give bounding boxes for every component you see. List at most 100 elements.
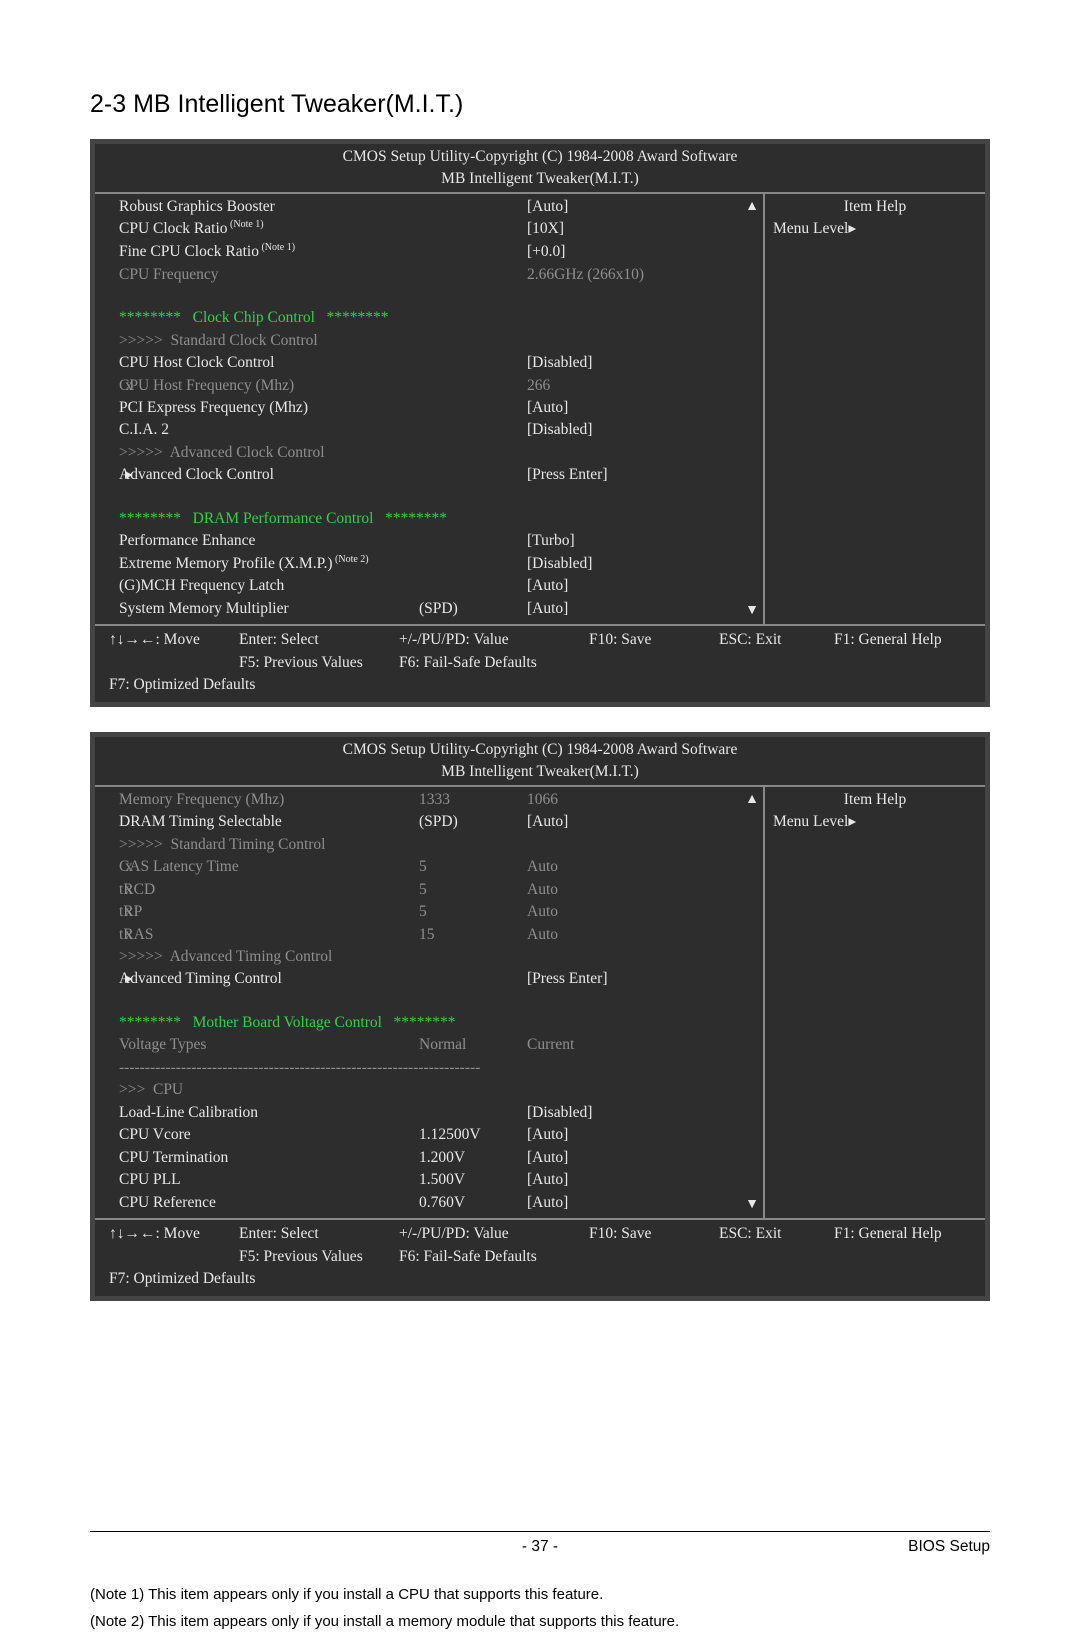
key-esc: ESC: Exit: [719, 629, 834, 651]
setting-label: Robust Graphics Booster: [119, 196, 419, 218]
setting-value: [Disabled]: [527, 419, 657, 441]
footnotes: (Note 1) This item appears only if you i…: [90, 1581, 990, 1635]
setting-value: Auto: [527, 901, 657, 923]
key-enter: Enter: Select: [239, 629, 399, 651]
setting-value-col2: 1333: [419, 789, 527, 811]
menu-level: Menu Level▸: [773, 218, 977, 240]
setting-label: DRAM Timing Selectable: [119, 811, 419, 833]
key-f1: F1: General Help: [834, 1223, 942, 1245]
setting-value-col2: 0.760V: [419, 1192, 527, 1214]
bios-footer: ↑↓→←: Move Enter: Select +/-/PU/PD: Valu…: [95, 626, 985, 701]
setting-value-col2: 5: [419, 901, 527, 923]
setting-label: CAS Latency Time: [119, 856, 419, 878]
bios-setting-row: Robust Graphics Booster [Auto]: [119, 196, 755, 218]
setting-value-col2: [419, 196, 527, 218]
setting-label: ******** DRAM Performance Control ******…: [119, 508, 419, 530]
key-f5: F5: Previous Values: [239, 652, 399, 674]
setting-label: CPU Termination: [119, 1147, 419, 1169]
setting-value: [Disabled]: [527, 553, 657, 576]
bios-help-panel: Item Help Menu Level▸: [765, 194, 985, 624]
setting-value: [Auto]: [527, 196, 657, 218]
menu-level: Menu Level▸: [773, 811, 977, 833]
setting-label: >>>>> Advanced Clock Control: [119, 442, 419, 464]
bios-setting-row: Voltage TypesNormalCurrent: [119, 1034, 755, 1056]
setting-value: [Auto]: [527, 1192, 657, 1214]
setting-value-col2: [419, 464, 527, 486]
setting-value-col2: [419, 375, 527, 397]
disabled-marker: x: [125, 901, 141, 923]
disabled-marker: x: [125, 924, 141, 946]
setting-label: Fine CPU Clock Ratio (Note 1): [119, 241, 419, 264]
setting-value: [+0.0]: [527, 241, 657, 264]
divider-line: ----------------------------------------…: [119, 1057, 755, 1079]
setting-label: ******** Clock Chip Control ********: [119, 307, 419, 329]
bios-setting-row: ▸Advanced Clock Control[Press Enter]: [119, 464, 755, 486]
bios-setting-row: PCI Express Frequency (Mhz)[Auto]: [119, 397, 755, 419]
setting-value: [Auto]: [527, 598, 657, 620]
setting-value: [10X]: [527, 218, 657, 241]
setting-label: Load-Line Calibration: [119, 1102, 419, 1124]
bios-header: CMOS Setup Utility-Copyright (C) 1984-20…: [95, 737, 985, 787]
bios-main-panel: ▲ ▼ Memory Frequency (Mhz)13331066DRAM T…: [95, 787, 765, 1218]
setting-value-col2: 1.12500V: [419, 1124, 527, 1146]
setting-value-col2: [419, 241, 527, 264]
setting-value-col2: [419, 397, 527, 419]
disabled-marker: x: [125, 856, 141, 878]
bios-setting-row: >>>>> Standard Clock Control: [119, 330, 755, 352]
setting-value: [Disabled]: [527, 1102, 657, 1124]
bios-setting-row: ******** Clock Chip Control ********: [119, 307, 755, 329]
setting-value-col2: 15: [419, 924, 527, 946]
setting-label: CPU Frequency: [119, 264, 419, 286]
bios-setting-row: xCPU Host Frequency (Mhz)266: [119, 375, 755, 397]
setting-value-col2: [419, 575, 527, 597]
header-line2: MB Intelligent Tweaker(M.I.T.): [95, 761, 985, 783]
key-pupd: +/-/PU/PD: Value: [399, 629, 589, 651]
key-enter: Enter: Select: [239, 1223, 399, 1245]
bios-main-panel: ▲ ▼ Robust Graphics Booster[Auto]CPU Clo…: [95, 194, 765, 624]
bios-setting-row: CPU PLL1.500V[Auto]: [119, 1169, 755, 1191]
bios-setting-row: Load-Line Calibration [Disabled]: [119, 1102, 755, 1124]
setting-value: Auto: [527, 856, 657, 878]
setting-value: [Auto]: [527, 1124, 657, 1146]
setting-label: CPU Reference: [119, 1192, 419, 1214]
bios-setting-row: Performance Enhance[Turbo]: [119, 530, 755, 552]
key-f1: F1: General Help: [834, 629, 942, 651]
bios-setting-row: >>> CPU: [119, 1079, 755, 1101]
header-line1: CMOS Setup Utility-Copyright (C) 1984-20…: [95, 739, 985, 761]
key-esc: ESC: Exit: [719, 1223, 834, 1245]
key-move: ↑↓→←: Move: [109, 1223, 239, 1245]
setting-label: CPU Clock Ratio (Note 1): [119, 218, 419, 241]
setting-value: [Auto]: [527, 1169, 657, 1191]
key-f7: F7: Optimized Defaults: [109, 1268, 255, 1290]
key-f7: F7: Optimized Defaults: [109, 674, 255, 696]
setting-label: tRAS: [119, 924, 419, 946]
setting-label: CPU Vcore: [119, 1124, 419, 1146]
setting-label: >>> CPU: [119, 1079, 419, 1101]
bios-setting-row: >>>>> Standard Timing Control: [119, 834, 755, 856]
bios-setting-row: CPU Clock Ratio (Note 1) [10X]: [119, 218, 755, 241]
setting-value-col2: [419, 530, 527, 552]
setting-label: Performance Enhance: [119, 530, 419, 552]
setting-label: Voltage Types: [119, 1034, 419, 1056]
setting-value: [Press Enter]: [527, 464, 657, 486]
bios-screenshot-2: CMOS Setup Utility-Copyright (C) 1984-20…: [90, 732, 990, 1301]
key-f6: F6: Fail-Safe Defaults: [399, 1246, 719, 1268]
bios-setting-row: DRAM Timing Selectable(SPD)[Auto]: [119, 811, 755, 833]
key-f10: F10: Save: [589, 1223, 719, 1245]
scroll-up-icon: ▲: [745, 197, 759, 217]
scroll-up-icon: ▲: [745, 790, 759, 810]
setting-value: 266: [527, 375, 657, 397]
setting-label: (G)MCH Frequency Latch: [119, 575, 419, 597]
bios-setting-row: CPU Reference0.760V[Auto]: [119, 1192, 755, 1214]
setting-value: [Press Enter]: [527, 968, 657, 990]
setting-value: 2.66GHz (266x10): [527, 264, 657, 286]
setting-value: Auto: [527, 924, 657, 946]
submenu-arrow-icon: ▸: [125, 968, 141, 990]
bios-setting-row: ******** DRAM Performance Control ******…: [119, 508, 755, 530]
bios-setting-row: CPU Frequency 2.66GHz (266x10): [119, 264, 755, 286]
setting-value-col2: [419, 968, 527, 990]
setting-value-col2: (SPD): [419, 811, 527, 833]
setting-label: Extreme Memory Profile (X.M.P.) (Note 2): [119, 553, 419, 576]
setting-value: [Auto]: [527, 1147, 657, 1169]
item-help-title: Item Help: [773, 196, 977, 218]
